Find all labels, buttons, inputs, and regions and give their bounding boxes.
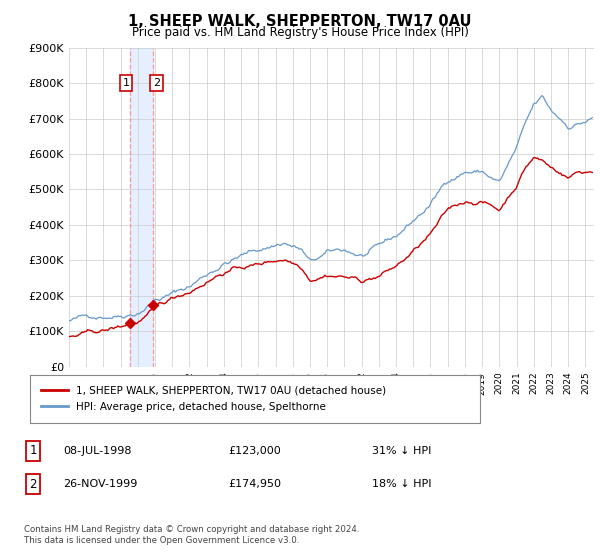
Text: Price paid vs. HM Land Registry's House Price Index (HPI): Price paid vs. HM Land Registry's House … bbox=[131, 26, 469, 39]
Text: 2: 2 bbox=[153, 78, 160, 88]
Text: 31% ↓ HPI: 31% ↓ HPI bbox=[372, 446, 431, 456]
Bar bbox=[130, 48, 154, 367]
Text: £174,950: £174,950 bbox=[228, 479, 281, 489]
Text: 1, SHEEP WALK, SHEPPERTON, TW17 0AU: 1, SHEEP WALK, SHEPPERTON, TW17 0AU bbox=[128, 14, 472, 29]
Text: 1: 1 bbox=[29, 444, 37, 458]
Text: 18% ↓ HPI: 18% ↓ HPI bbox=[372, 479, 431, 489]
Text: 2: 2 bbox=[29, 478, 37, 491]
Text: Contains HM Land Registry data © Crown copyright and database right 2024.
This d: Contains HM Land Registry data © Crown c… bbox=[24, 525, 359, 545]
Text: £123,000: £123,000 bbox=[228, 446, 281, 456]
Text: 1: 1 bbox=[122, 78, 130, 88]
Legend: 1, SHEEP WALK, SHEPPERTON, TW17 0AU (detached house), HPI: Average price, detach: 1, SHEEP WALK, SHEPPERTON, TW17 0AU (det… bbox=[35, 380, 392, 418]
Text: 08-JUL-1998: 08-JUL-1998 bbox=[63, 446, 131, 456]
Text: 26-NOV-1999: 26-NOV-1999 bbox=[63, 479, 137, 489]
